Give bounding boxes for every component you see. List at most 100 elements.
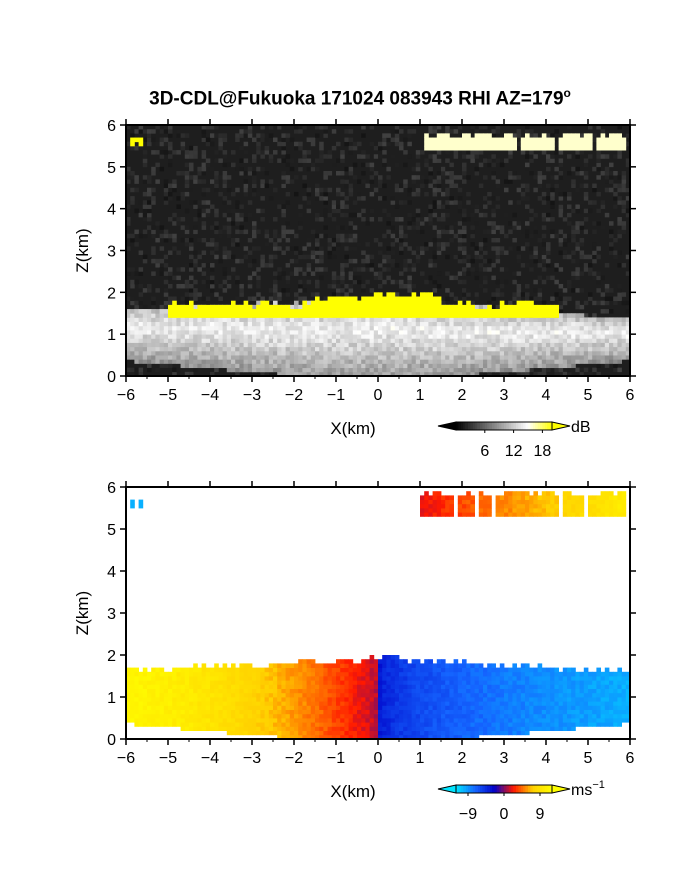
noise-cell: [512, 225, 517, 230]
noise-cell: [214, 279, 219, 285]
data-cell: [478, 133, 484, 138]
data-cell: [285, 359, 291, 364]
data-cell: [285, 329, 291, 335]
data-cell: [466, 367, 471, 373]
data-cell: [457, 141, 463, 147]
noise-cell: [357, 191, 362, 197]
noise-cell: [277, 141, 282, 147]
noise-cell: [155, 258, 160, 264]
data-cell: [432, 338, 438, 343]
data-cell: [537, 145, 543, 151]
data-cell: [411, 355, 417, 360]
data-cell: [491, 363, 496, 369]
noise-cell: [302, 196, 307, 201]
data-cell: [436, 371, 442, 377]
data-cell: [348, 317, 354, 323]
data-cell: [310, 329, 316, 335]
noise-cell: [512, 175, 517, 180]
noise-cell: [189, 187, 194, 193]
data-cell: [571, 342, 576, 348]
data-cell: [134, 350, 139, 356]
data-cell: [189, 329, 194, 335]
data-cell: [504, 145, 509, 151]
noise-cell: [352, 175, 358, 180]
noise-cell: [462, 162, 467, 168]
data-cell: [441, 325, 446, 331]
noise-cell: [142, 137, 148, 143]
data-cell: [285, 321, 291, 327]
noise-cell: [235, 279, 240, 285]
noise-cell: [352, 237, 358, 243]
noise-cell: [394, 204, 400, 209]
data-cell: [231, 329, 236, 335]
data-cell: [407, 338, 412, 343]
data-cell: [390, 321, 396, 327]
data-cell: [394, 300, 400, 306]
data-cell: [604, 141, 610, 147]
noise-cell: [441, 191, 446, 197]
data-cell: [474, 334, 480, 339]
noise-cell: [411, 175, 417, 180]
noise-cell: [348, 191, 354, 197]
data-cell: [361, 321, 366, 327]
noise-cell: [327, 250, 333, 255]
noise-cell: [365, 258, 370, 264]
data-cell: [403, 359, 408, 364]
data-cell: [449, 313, 454, 318]
noise-cell: [222, 250, 228, 255]
noise-cell: [470, 229, 475, 235]
data-cell: [180, 329, 186, 335]
noise-cell: [147, 175, 152, 180]
data-cell: [512, 137, 517, 143]
noise-cell: [453, 225, 459, 230]
noise-cell: [126, 246, 131, 251]
noise-cell: [222, 162, 228, 168]
data-cell: [386, 355, 391, 360]
noise-cell: [567, 221, 572, 226]
data-cell: [537, 363, 543, 369]
noise-cell: [184, 279, 190, 285]
data-cell: [176, 325, 181, 331]
noise-cell: [571, 229, 576, 235]
data-cell: [361, 342, 366, 348]
data-cell: [571, 321, 576, 327]
data-cell: [247, 309, 253, 314]
noise-cell: [525, 187, 530, 193]
data-cell: [327, 350, 333, 356]
noise-cell: [541, 175, 547, 180]
noise-cell: [172, 179, 177, 184]
data-cell: [193, 321, 198, 327]
noise-cell: [562, 217, 568, 222]
noise-cell: [298, 254, 303, 260]
noise-cell: [394, 141, 400, 147]
data-cell: [504, 363, 509, 369]
data-cell: [264, 313, 270, 318]
data-cell: [449, 329, 454, 335]
data-cell: [361, 304, 366, 310]
noise-cell: [168, 233, 173, 239]
data-cell: [184, 321, 190, 327]
noise-cell: [126, 141, 131, 147]
data-cell: [193, 350, 198, 356]
noise-cell: [525, 162, 530, 168]
noise-cell: [138, 283, 144, 289]
noise-cell: [403, 242, 408, 247]
noise-cell: [579, 150, 585, 155]
noise-cell: [558, 300, 564, 306]
data-cell: [369, 325, 375, 331]
data-cell: [579, 137, 585, 143]
noise-cell: [218, 145, 223, 151]
data-cell: [554, 304, 559, 310]
data-cell: [256, 321, 261, 327]
data-cell: [294, 346, 299, 352]
data-cell: [205, 325, 211, 331]
data-cell: [369, 300, 375, 306]
data-cell: [168, 359, 173, 364]
data-cell: [411, 334, 417, 339]
data-cell: [407, 321, 412, 327]
data-cell: [285, 317, 291, 323]
data-cell: [155, 350, 160, 356]
noise-cell: [205, 283, 211, 289]
data-cell: [441, 141, 446, 147]
data-cell: [567, 350, 572, 356]
